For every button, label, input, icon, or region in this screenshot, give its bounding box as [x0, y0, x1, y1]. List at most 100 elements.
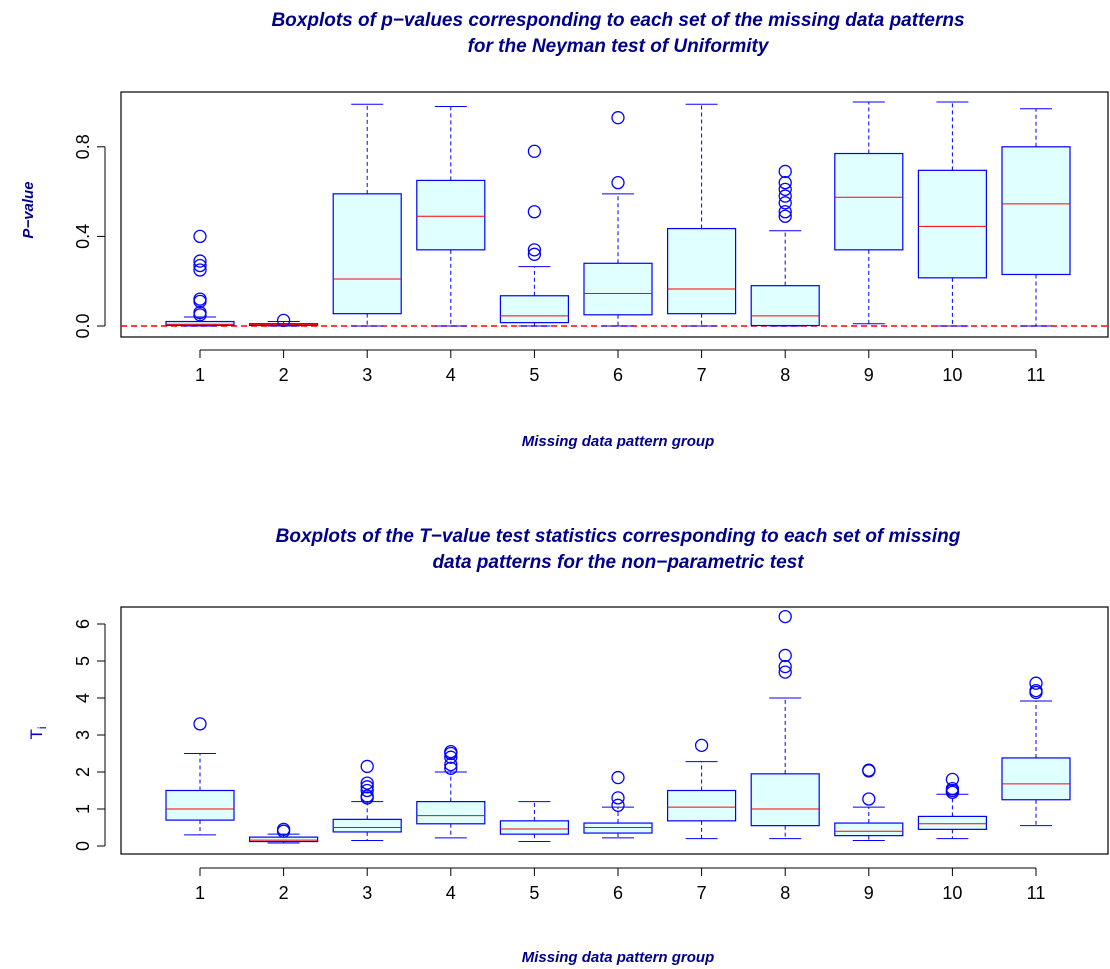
box-group-10 — [917, 101, 988, 327]
x-tick-label: 9 — [864, 365, 874, 385]
x-tick-label: 5 — [529, 883, 539, 903]
y-tick-label: 5 — [73, 656, 93, 666]
y-tick-label: 1 — [73, 804, 93, 814]
y-axis: 0.0 0.4 0.8 — [73, 134, 106, 339]
box-group-8 — [750, 609, 820, 840]
y-tick-label: 6 — [73, 619, 93, 629]
box-group-4 — [416, 105, 486, 327]
box-group-1 — [165, 229, 235, 327]
outlier-point — [945, 782, 960, 796]
y-tick-label: 0 — [73, 841, 93, 851]
chart-title-line1: Boxplots of p−values corresponding to ea… — [271, 10, 964, 31]
outlier-point — [778, 659, 792, 674]
y-tick-label: 4 — [73, 693, 93, 703]
box-group-5 — [499, 801, 569, 843]
outlier-point — [527, 205, 542, 219]
boxes — [165, 101, 1071, 328]
outlier-point — [611, 798, 625, 812]
box-group-2 — [249, 822, 319, 844]
outlier-point — [360, 776, 374, 790]
outlier-point — [945, 772, 960, 787]
outlier-point — [360, 759, 374, 774]
panel-pvalue: Boxplots of p−values corresponding to ea… — [20, 10, 1109, 450]
box-group-9 — [834, 763, 904, 841]
outlier-point — [611, 111, 625, 125]
box — [332, 193, 402, 315]
box — [583, 822, 653, 834]
x-tick-label: 4 — [446, 883, 456, 903]
box — [834, 152, 904, 251]
box-group-7 — [666, 738, 737, 840]
box — [165, 320, 235, 326]
x-axis-label: Missing data pattern group — [522, 949, 715, 966]
box — [834, 822, 904, 837]
plot-area — [120, 91, 1109, 338]
y-axis-label: Ti — [27, 726, 49, 739]
outlier-point — [527, 243, 542, 257]
outlier-point — [611, 175, 625, 190]
outlier-point — [444, 761, 458, 775]
x-axis: 1 2 3 4 5 6 7 8 9 10 11 — [195, 349, 1046, 385]
box — [1001, 146, 1071, 276]
y-tick-label: 0.4 — [73, 224, 93, 249]
outlier-point — [444, 757, 458, 772]
outlier-point — [778, 209, 792, 223]
x-axis-label: Missing data pattern group — [522, 433, 715, 450]
box-group-11 — [1001, 108, 1071, 327]
outlier-point — [778, 175, 792, 190]
x-tick-label: 7 — [697, 883, 707, 903]
x-tick-label: 6 — [613, 365, 623, 385]
x-tick-label: 7 — [697, 365, 707, 385]
x-tick-label: 5 — [529, 365, 539, 385]
outlier-point — [778, 205, 792, 219]
chart-title-line2: data patterns for the non−parametric tes… — [432, 552, 804, 573]
box-group-3 — [332, 103, 402, 327]
outlier-point — [862, 792, 876, 806]
outlier-point — [444, 745, 458, 759]
outlier-point — [778, 196, 792, 210]
outlier-point — [778, 182, 792, 197]
box — [416, 800, 486, 825]
box-group-2 — [249, 313, 319, 328]
box — [165, 789, 235, 821]
outlier-point — [193, 229, 207, 244]
outlier-point — [193, 717, 207, 731]
x-tick-label: 11 — [1027, 365, 1046, 385]
outlier-point — [527, 247, 542, 261]
svg-text:Ti: Ti — [27, 726, 49, 739]
box-group-5 — [499, 144, 569, 327]
outlier-point — [611, 791, 625, 805]
outlier-point — [778, 665, 792, 679]
box — [666, 789, 737, 822]
x-tick-label: 11 — [1027, 883, 1046, 903]
x-axis: 1 2 3 4 5 6 7 8 9 10 11 — [195, 867, 1046, 903]
x-tick-label: 6 — [613, 883, 623, 903]
box-group-4 — [416, 745, 486, 839]
x-tick-label: 8 — [780, 883, 790, 903]
outlier-point — [778, 189, 792, 203]
box-group-7 — [666, 103, 737, 327]
outlier-point — [193, 263, 207, 277]
outlier-point — [527, 144, 542, 158]
outlier-point — [276, 822, 291, 836]
box — [1001, 757, 1071, 801]
x-tick-label: 3 — [362, 883, 372, 903]
outlier-point — [360, 780, 374, 794]
outlier-point — [193, 292, 207, 306]
box-group-3 — [332, 759, 402, 841]
chart-title-line1: Boxplots of the T−value test statistics … — [276, 526, 961, 547]
y-tick-label: 0.0 — [73, 313, 93, 338]
outlier-point — [1029, 676, 1043, 690]
outlier-point — [611, 770, 625, 785]
plot-area — [120, 606, 1109, 855]
chart-title-line2: for the Neyman test of Uniformity — [468, 36, 770, 57]
outlier-point — [694, 738, 709, 753]
y-axis-label: P−value — [20, 181, 37, 238]
y-tick-label: 2 — [73, 767, 93, 777]
y-tick-label: 0.8 — [73, 134, 93, 159]
outlier-point — [276, 313, 291, 328]
x-tick-label: 8 — [780, 365, 790, 385]
box-group-8 — [750, 164, 820, 327]
x-tick-label: 2 — [279, 883, 289, 903]
